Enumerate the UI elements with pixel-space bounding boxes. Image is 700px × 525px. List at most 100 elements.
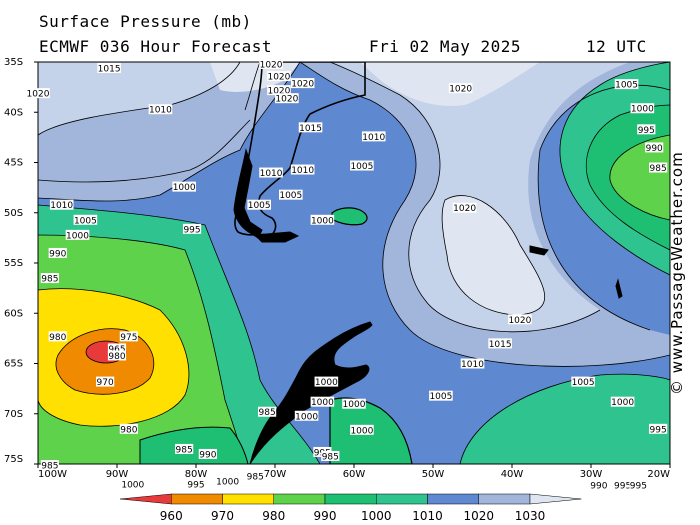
isobar-label: 1020 [452,202,477,214]
isobar-label-bg [645,142,664,153]
lon-label: 50W [422,469,445,480]
isobar-value: 1020 [453,204,476,214]
isobar-value: 1000 [311,398,334,408]
legend-swatch [171,493,223,505]
isobar-label: 990 [198,448,217,460]
isobar-label: 1010 [460,358,485,370]
isobar-label: 975 [119,331,138,343]
isobar-label-bg [258,406,277,417]
isobar-value: 985 [41,462,58,472]
lat-label: 70S [4,409,23,420]
isobar-label: 965 [107,343,127,355]
isobar-label: 1015 [488,338,512,350]
isobar-value: 1020 [27,90,50,100]
isobar-label-bg [321,450,340,461]
isobar-value: 1005 [248,201,271,211]
isobar-labels: 1015102010101020102010201020102010151010… [26,59,668,492]
ellsworth-coast [139,426,249,464]
isobar-label: 1000 [215,476,240,488]
isobar-label-bg [637,124,656,135]
isobar-label-bg [215,476,240,487]
isobar-value: 1020 [449,85,472,95]
isobar-label-bg [107,350,127,361]
legend-swatch [478,493,531,505]
isobar-value: 980 [108,352,125,362]
isobar-value: 1010 [260,169,283,179]
isobar-value: 995 [187,481,204,491]
isobar-value: 985 [41,275,58,285]
isobar-value: 1000 [173,183,196,193]
isobar-value: 1020 [291,80,314,90]
isobar-value: 985 [176,445,193,455]
isobar-label-bg [175,443,194,454]
isobar-value: 985 [247,473,264,483]
isobar-label: 985 [40,273,59,285]
legend-swatch [529,493,582,505]
map-title: Surface Pressure (mb) [39,12,252,31]
falkland-islands [331,207,368,226]
band-1020-cell [442,195,545,315]
isobar-value: 1005 [615,81,638,91]
isobar-label-bg [48,247,67,258]
isobar-label: 1005 [247,199,271,211]
isobar-label: 1020 [508,314,532,326]
isobar-label-bg [275,93,299,104]
isobar-label: 1020 [267,85,291,97]
isobar-label-bg [40,460,59,471]
isobar-label: 1010 [361,131,386,143]
isobar-value: 995 [183,225,200,235]
isobar-value: 1010 [362,133,385,143]
isobar-label-bg [73,214,98,225]
lat-label: 50S [4,208,23,219]
isobar-label: 995 [613,480,632,492]
lat-label: 75S [4,454,23,465]
isobar-label: 985 [258,406,277,418]
isobar-label: 1020 [267,71,291,83]
isobar-label: 990 [589,480,608,492]
isobar-label-bg [630,103,655,114]
legend-label: 960 [160,509,183,523]
isobar-label-bg [119,423,138,434]
isobar-value: 985 [322,452,339,462]
isobar-label: 980 [48,331,67,343]
isobar-label: 1005 [429,390,453,402]
isobar-value: 995 [638,126,655,136]
isobar-label: 1000 [630,103,655,115]
isobar-value: 985 [650,164,667,174]
isobar-value: 1015 [299,124,322,134]
legend-swatch [376,493,428,505]
isobar-value: 1015 [489,340,512,350]
isobar-label: 1000 [294,410,319,422]
isobar-label-bg [247,199,271,210]
lat-label: 60S [4,308,23,319]
isobar-label: 995 [186,479,206,491]
isobar-label: 1005 [571,376,595,388]
south-georgia [529,245,549,256]
legend-label: 1000 [361,509,392,523]
isobar-label: 1005 [73,214,98,226]
isobar-value: 1010 [149,106,172,116]
isobar-value: 1020 [260,61,283,71]
isobar-value: 1020 [267,73,290,83]
isobar-label-bg [448,83,473,94]
legend-label: 1010 [412,509,443,523]
lat-label: 40S [4,107,23,118]
lon-label: 90W [106,469,129,480]
isobar-label-bg [259,59,283,70]
isobar-label-bg [610,396,635,407]
isobar-label: 1000 [172,181,196,193]
isobar-label-bg [614,79,639,90]
latitude-labels: 35S 40S 45S 50S 55S 60S 65S 70S 75S [4,57,38,465]
isobar-value: 1005 [279,191,302,201]
isobar-label: 990 [645,142,664,154]
forecast-date: Fri 02 May 2025 [369,37,521,56]
isobar-label-bg [508,314,532,325]
isobar-label: 995 [182,223,202,235]
isobar-label: 1000 [342,398,366,410]
isobar-label-bg [310,214,335,225]
isobar-label-bg [267,85,291,96]
isobar-value: 1020 [275,95,298,105]
isobar-label: 985 [321,450,340,462]
isobar-label: 1005 [614,79,639,91]
